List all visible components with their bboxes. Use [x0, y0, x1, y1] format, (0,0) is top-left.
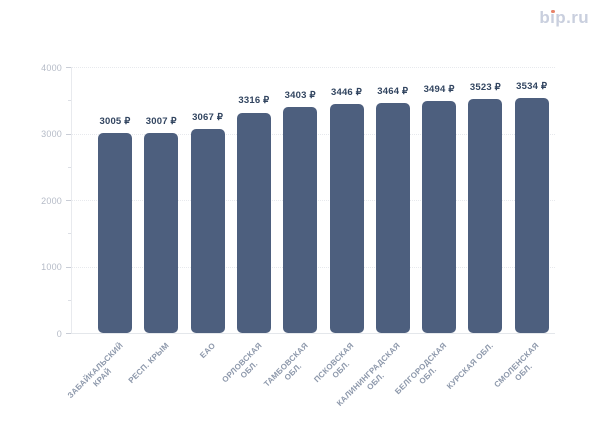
y-axis-label-4000: 4000 — [41, 62, 62, 73]
x-axis-label: ЕАО — [197, 341, 217, 360]
bar-10 — [514, 98, 549, 333]
bar-value-label: 3005 ₽ — [99, 116, 131, 128]
y-axis-label-0: 0 — [56, 328, 62, 339]
y-tick-4000 — [66, 67, 71, 68]
bar-value-label: 3523 ₽ — [469, 81, 501, 93]
bar-5 — [283, 106, 318, 333]
x-axis-label: ЗАБАЙКАЛЬСКИЙ КРАЙ — [65, 341, 125, 401]
y-axis-line — [71, 67, 72, 333]
logo-letter-i: ı — [550, 8, 556, 27]
bar-2 — [144, 133, 179, 333]
x-axis-label: ТАМБОВСКАЯ ОБЛ. — [261, 341, 310, 389]
bar-8 — [422, 100, 457, 333]
y-axis-label-3000: 3000 — [41, 129, 62, 139]
y-tick-0 — [66, 333, 71, 334]
bar-4 — [236, 112, 271, 333]
bar-6 — [329, 103, 364, 333]
logo-text-rest: p.ru — [555, 8, 589, 27]
bar-3 — [190, 129, 225, 333]
bip-ru-logo[interactable]: b ıp.ru — [539, 8, 589, 28]
bar-value-label: 3494 ₽ — [423, 83, 455, 95]
y-tick-500 — [68, 299, 71, 301]
bar-9 — [468, 98, 503, 333]
bar-value-label: 3446 ₽ — [330, 86, 363, 98]
logo-text-b: b — [539, 8, 551, 27]
x-axis-label: КУРСКАЯ ОБЛ. — [444, 341, 495, 391]
y-tick-2000 — [66, 200, 71, 201]
bar-value-label: 3403 ₽ — [284, 89, 316, 101]
x-axis-line — [71, 333, 555, 334]
bar-chart-plot-area — [71, 67, 555, 334]
x-axis-label: РЕСП. КРЫМ — [126, 341, 171, 386]
y-tick-1500 — [68, 233, 71, 235]
bar-7 — [375, 102, 410, 333]
y-axis-label-2000: 2000 — [41, 195, 62, 206]
y-tick-1000 — [66, 266, 71, 268]
y-tick-2500 — [68, 166, 71, 168]
bar-value-label: 3316 ₽ — [238, 95, 270, 107]
bar-value-label: 3007 ₽ — [145, 116, 177, 128]
bar-1 — [98, 133, 132, 333]
bar-value-label: 3067 ₽ — [192, 112, 224, 124]
y-axis-label-1000: 1000 — [41, 262, 62, 272]
bar-value-label: 3464 ₽ — [377, 85, 409, 97]
y-tick-3500 — [68, 100, 71, 102]
logo-i-dot-icon — [550, 9, 555, 14]
bar-value-label: 3534 ₽ — [516, 80, 548, 92]
gridline-4000 — [72, 67, 555, 68]
y-tick-3000 — [66, 133, 71, 135]
x-axis-label: СМОЛЕНСКАЯ ОБЛ. — [492, 341, 542, 390]
